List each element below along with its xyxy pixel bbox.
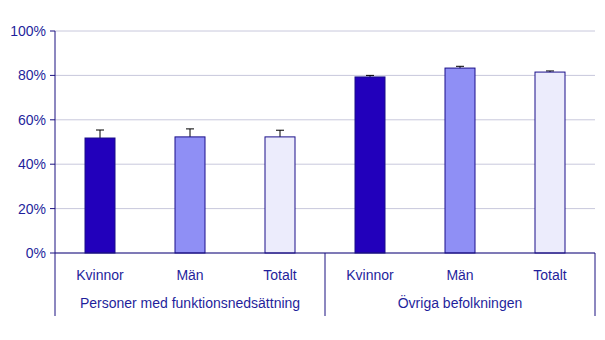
tick-label: 80% bbox=[18, 67, 46, 83]
bars bbox=[96, 66, 554, 146]
group-separator bbox=[325, 253, 326, 316]
bar bbox=[85, 138, 115, 253]
grid-line bbox=[55, 208, 595, 209]
category-label: Män bbox=[446, 267, 473, 283]
y-axis bbox=[55, 31, 56, 253]
tick-label: 100% bbox=[10, 23, 46, 39]
tick-mark bbox=[50, 164, 55, 165]
group-separator bbox=[55, 253, 56, 316]
chart: 0% 20% 40% 60% 80% 100% Kvinnor Män Totalt Kvinno… bbox=[0, 0, 605, 340]
category-label: Totalt bbox=[533, 267, 567, 283]
bar bbox=[535, 72, 565, 253]
tick-mark bbox=[50, 208, 55, 209]
grid-line bbox=[55, 31, 595, 32]
tick-label: 40% bbox=[18, 156, 46, 172]
bar bbox=[445, 68, 475, 253]
group-label: Övriga befolkningen bbox=[398, 294, 523, 311]
category-label: Totalt bbox=[263, 267, 297, 283]
tick-mark bbox=[50, 75, 55, 76]
category-label: Män bbox=[176, 267, 203, 283]
grid-line bbox=[55, 75, 595, 76]
grid-line bbox=[55, 164, 595, 165]
tick-mark bbox=[50, 253, 55, 254]
tick-label: 60% bbox=[18, 112, 46, 128]
grid-line bbox=[55, 119, 595, 120]
category-label: Kvinnor bbox=[346, 267, 394, 283]
tick-mark bbox=[50, 31, 55, 32]
bar bbox=[355, 77, 385, 253]
group-separator bbox=[595, 253, 596, 316]
tick-mark bbox=[50, 119, 55, 120]
tick-label: 0% bbox=[26, 245, 46, 261]
tick-label: 20% bbox=[18, 201, 46, 217]
bar bbox=[265, 137, 295, 253]
bar bbox=[175, 137, 205, 253]
category-label: Kvinnor bbox=[76, 267, 124, 283]
group-label: Personer med funktionsnedsättning bbox=[80, 295, 300, 311]
